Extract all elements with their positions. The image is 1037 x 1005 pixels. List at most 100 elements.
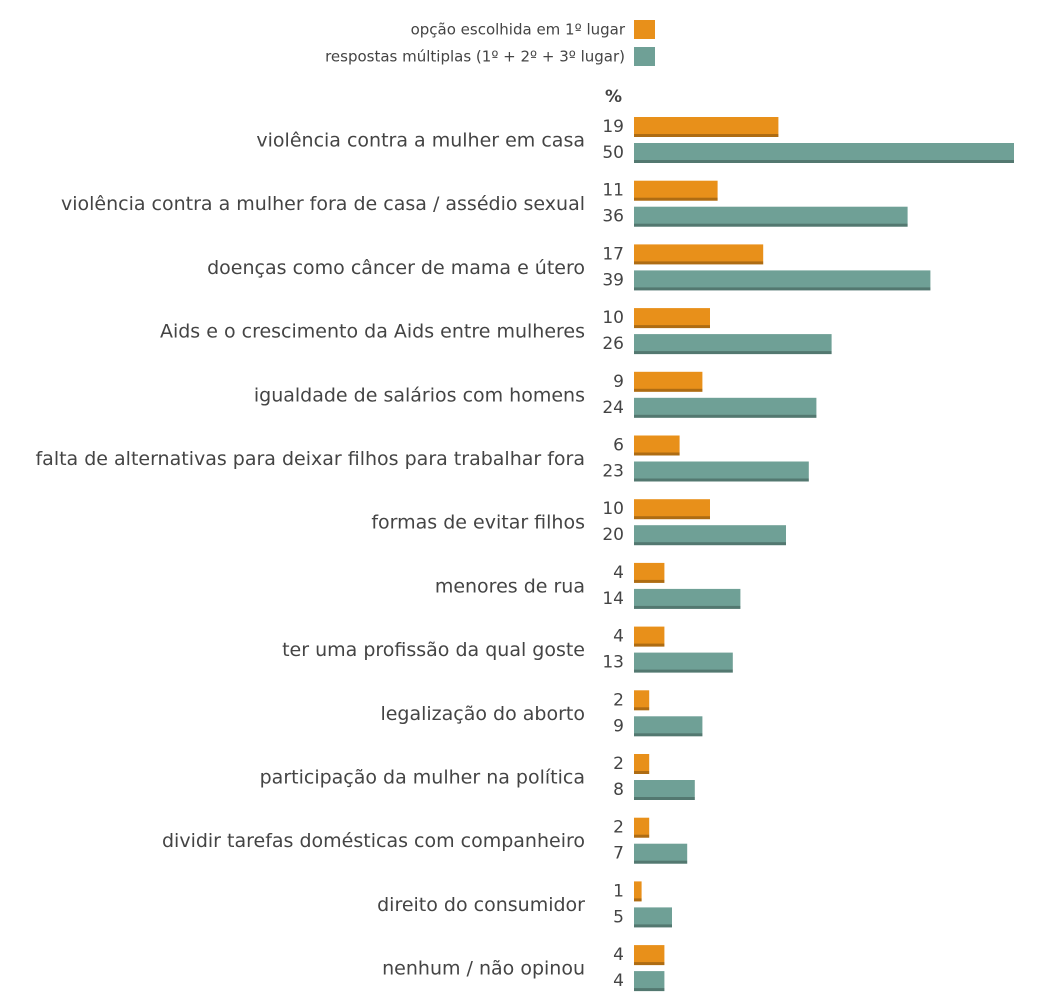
bar <box>634 690 650 711</box>
value-label: 14 <box>602 589 624 609</box>
bar-shadow <box>634 924 672 928</box>
legend-label: respostas múltiplas (1º + 2º + 3º lugar) <box>325 48 625 66</box>
bar-shadow <box>634 643 665 647</box>
bar <box>634 881 642 902</box>
value-label: 23 <box>602 462 624 482</box>
bar <box>634 843 688 864</box>
bar <box>634 525 786 546</box>
bar-shadow <box>634 388 703 392</box>
category-label: menores de rua <box>435 575 585 597</box>
value-label: 11 <box>602 181 624 201</box>
bar <box>634 334 832 355</box>
category-label: falta de alternativas para deixar filhos… <box>35 448 585 470</box>
value-label: 39 <box>602 270 624 290</box>
bar <box>634 945 665 966</box>
bar <box>634 588 741 609</box>
bar <box>634 206 908 227</box>
value-label: 1 <box>613 881 624 901</box>
value-label: 7 <box>613 844 624 864</box>
bar-shadow <box>634 669 733 673</box>
bar-shadow <box>634 261 764 265</box>
bar <box>634 754 650 774</box>
bar-shadow <box>634 860 688 864</box>
value-label: 2 <box>613 818 624 838</box>
category-label: igualdade de salários com homens <box>254 384 585 406</box>
bar <box>634 626 665 647</box>
bar-shadow <box>634 962 665 966</box>
legend-swatch <box>634 47 655 66</box>
value-label: 4 <box>613 971 624 991</box>
bar-shadow <box>634 707 650 711</box>
value-label: 19 <box>602 117 624 137</box>
bar-shadow <box>634 160 1014 163</box>
bar-shadow <box>634 287 931 291</box>
category-label: ter uma profissão da qual goste <box>282 639 585 661</box>
bar <box>634 652 733 673</box>
bar-shadow <box>634 579 665 583</box>
bar-shadow <box>634 988 665 992</box>
bar-shadow <box>634 834 650 838</box>
category-label: violência contra a mulher em casa <box>256 130 585 152</box>
bar <box>634 780 695 800</box>
category-label: Aids e o crescimento da Aids entre mulhe… <box>160 321 585 343</box>
bar <box>634 971 665 992</box>
value-label: 10 <box>602 499 624 519</box>
value-label: 10 <box>602 308 624 328</box>
category-label: dividir tarefas domésticas com companhei… <box>162 830 585 852</box>
value-label: 4 <box>613 563 624 583</box>
bar <box>634 143 1014 163</box>
value-label: 2 <box>613 754 624 774</box>
value-label: 20 <box>602 525 624 545</box>
value-label: 13 <box>602 653 624 673</box>
bar <box>634 397 817 418</box>
bar <box>634 270 931 291</box>
bar-shadow <box>634 351 832 355</box>
category-label: participação da mulher na política <box>260 767 585 789</box>
value-label: 6 <box>613 436 624 456</box>
value-label: 36 <box>602 207 624 227</box>
bar-shadow <box>634 197 718 201</box>
value-label: 4 <box>613 627 624 647</box>
legend-swatch <box>634 20 655 39</box>
bar <box>634 117 779 137</box>
category-label: violência contra a mulher fora de casa /… <box>61 193 585 215</box>
value-label: 5 <box>613 907 624 927</box>
bar-shadow <box>634 223 908 227</box>
value-label: 17 <box>602 244 624 264</box>
bar <box>634 907 672 928</box>
bar <box>634 716 703 737</box>
value-label: 26 <box>602 334 624 354</box>
bar <box>634 180 718 201</box>
bar-shadow <box>634 542 786 546</box>
legend-label: opção escolhida em 1º lugar <box>411 21 626 39</box>
bar <box>634 244 764 265</box>
bar <box>634 371 703 392</box>
value-label: 50 <box>602 143 624 163</box>
bar-shadow <box>634 414 817 418</box>
bar-shadow <box>634 478 809 482</box>
value-label: 4 <box>613 945 624 965</box>
bar-shadow <box>634 771 650 774</box>
bar-shadow <box>634 325 710 329</box>
bar <box>634 461 809 482</box>
bar-shadow <box>634 797 695 800</box>
value-label: 24 <box>602 398 624 418</box>
bar-shadow <box>634 898 642 902</box>
bar-shadow <box>634 516 710 520</box>
category-label: direito do consumidor <box>377 894 585 916</box>
bar-shadow <box>634 733 703 737</box>
category-label: legalização do aborto <box>380 703 585 725</box>
value-label: 9 <box>613 716 624 736</box>
unit-label: % <box>605 87 622 107</box>
bar <box>634 562 665 583</box>
bar <box>634 308 710 329</box>
bar-shadow <box>634 605 741 609</box>
bar <box>634 435 680 456</box>
value-label: 9 <box>613 372 624 392</box>
category-label: nenhum / não opinou <box>382 958 585 980</box>
category-label: formas de evitar filhos <box>371 512 585 534</box>
value-label: 8 <box>613 780 624 800</box>
bar <box>634 817 650 838</box>
category-label: doenças como câncer de mama e útero <box>207 257 585 279</box>
